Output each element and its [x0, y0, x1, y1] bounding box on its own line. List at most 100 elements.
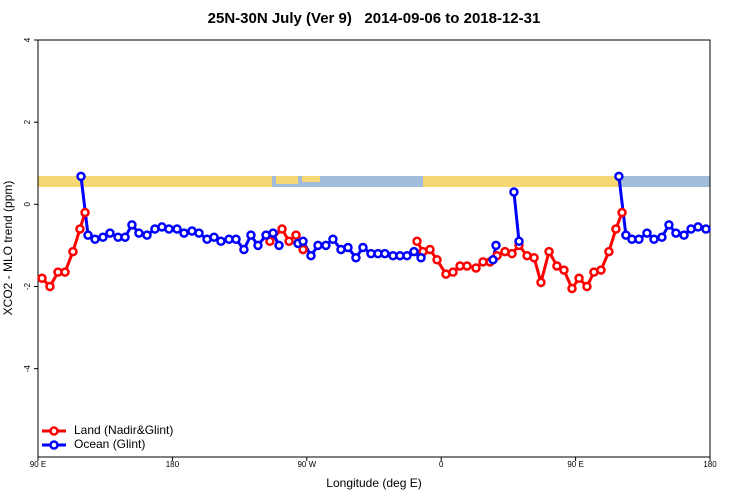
- data-point: [514, 236, 524, 247]
- y-tick-label: 0: [23, 202, 32, 207]
- data-point: [351, 252, 361, 263]
- data-point: [471, 263, 481, 273]
- data-point: [529, 252, 539, 263]
- data-point: [596, 265, 606, 275]
- data-point: [134, 228, 144, 238]
- data-point: [239, 244, 249, 255]
- data-point: [582, 281, 592, 292]
- data-point: [253, 240, 263, 251]
- data-point: [488, 255, 498, 265]
- legend-marker: [49, 426, 59, 436]
- data-point: [80, 207, 90, 218]
- data-point: [425, 244, 435, 255]
- x-tick-label: 90 W: [297, 460, 316, 469]
- data-point: [416, 252, 426, 263]
- x-tick-label: 180: [703, 460, 717, 469]
- legend-label: Ocean (Glint): [74, 437, 145, 451]
- y-tick-label: -2: [23, 282, 32, 290]
- data-point: [604, 246, 614, 257]
- data-point: [328, 234, 338, 245]
- data-point: [507, 248, 517, 259]
- data-point: [657, 232, 667, 242]
- data-point: [412, 236, 422, 247]
- data-point: [462, 261, 472, 271]
- legend-marker: [49, 440, 59, 450]
- data-point: [37, 273, 47, 284]
- data-point: [284, 236, 294, 247]
- data-point: [164, 224, 174, 234]
- land-band: [302, 176, 320, 182]
- data-point: [552, 261, 562, 271]
- data-point: [664, 220, 674, 230]
- data-point: [671, 228, 681, 238]
- data-point: [614, 171, 624, 182]
- data-point: [120, 232, 130, 242]
- x-tick-label: 180: [166, 460, 180, 469]
- data-point: [291, 230, 301, 240]
- data-point: [402, 250, 412, 261]
- land-mask-band: [38, 176, 710, 187]
- data-point: [634, 234, 644, 245]
- data-point: [90, 234, 100, 245]
- data-point: [409, 246, 419, 257]
- y-tick-label: 2: [23, 119, 32, 124]
- data-point: [274, 240, 284, 251]
- data-point: [127, 220, 137, 230]
- data-point: [68, 246, 78, 257]
- data-point: [75, 224, 85, 234]
- data-point: [298, 236, 308, 247]
- land-band: [38, 176, 272, 187]
- data-point: [574, 273, 584, 284]
- y-tick-label: 4: [23, 37, 32, 42]
- data-point: [83, 230, 93, 240]
- data-point: [693, 222, 703, 232]
- data-point: [179, 228, 189, 238]
- legend-label: Land (Nadir&Glint): [74, 423, 173, 437]
- data-point: [194, 228, 204, 238]
- data-point: [617, 207, 627, 218]
- data-point: [621, 230, 631, 240]
- data-point: [246, 230, 256, 240]
- data-point: [611, 224, 621, 234]
- ocean-band: [38, 176, 710, 187]
- data-point: [209, 232, 219, 242]
- x-tick-label: 90 E: [30, 460, 46, 469]
- data-point: [701, 224, 711, 234]
- data-point: [679, 230, 689, 240]
- data-point: [172, 224, 182, 234]
- data-point: [567, 283, 577, 294]
- data-point: [509, 187, 519, 197]
- data-point: [559, 265, 569, 275]
- plot-frame: [37, 39, 711, 458]
- data-point: [642, 228, 652, 238]
- data-point: [491, 240, 501, 251]
- data-point: [343, 242, 353, 253]
- data-point: [268, 228, 278, 238]
- data-point: [448, 267, 458, 277]
- data-point: [306, 250, 316, 261]
- data-point: [216, 236, 226, 247]
- data-point: [380, 248, 390, 259]
- y-tick-label: -4: [23, 365, 32, 373]
- x-axis-label: Longitude (deg E): [326, 476, 421, 490]
- data-point: [76, 171, 86, 182]
- chart-title: 25N-30N July (Ver 9) 2014-09-06 to 2018-…: [208, 10, 541, 27]
- data-point: [60, 267, 70, 277]
- data-point: [313, 240, 323, 251]
- data-point: [649, 234, 659, 245]
- data-point: [277, 224, 287, 234]
- data-point: [358, 242, 368, 253]
- land-band: [423, 176, 620, 187]
- x-tick-label: 0: [439, 460, 444, 469]
- data-point: [536, 277, 546, 288]
- data-point: [544, 246, 554, 257]
- data-point: [105, 228, 115, 238]
- data-point: [321, 240, 331, 251]
- data-point: [98, 232, 108, 242]
- data-point: [45, 281, 55, 292]
- data-point: [231, 234, 241, 245]
- data-point: [142, 230, 152, 240]
- data-point: [432, 255, 442, 265]
- y-axis-label: XCO2 - MLO trend (ppm): [1, 181, 15, 316]
